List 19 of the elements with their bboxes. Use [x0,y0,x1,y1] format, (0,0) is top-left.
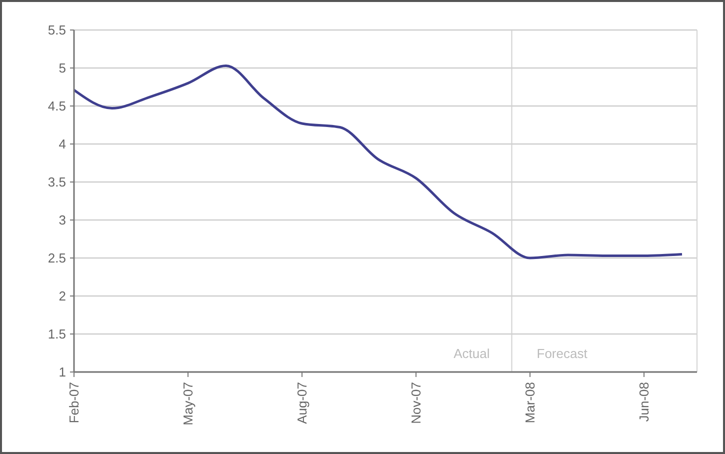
x-tick-label: Nov-07 [408,382,424,424]
y-tick-label: 4.5 [48,98,66,114]
y-tick-label: 1.5 [48,326,66,342]
line-series [72,64,684,260]
y-tick-label: 2.5 [48,250,66,266]
y-tick-label: 5 [58,60,66,76]
annotation: Forecast [536,346,588,361]
y-tick-label: 1 [58,364,66,380]
y-tick-label: 4 [58,136,66,152]
x-tick-label: Aug-07 [294,382,310,424]
y-tick-label: 2 [58,288,66,304]
x-tick-label: Jun-08 [636,382,652,422]
y-tick-label: 3 [58,212,66,228]
x-tick-label: Mar-08 [522,382,538,424]
x-tick-label: Feb-07 [66,382,82,424]
annotation: Actual [454,346,490,361]
y-tick-label: 5.5 [48,22,66,38]
x-tick-label: May-07 [180,382,196,426]
y-tick-label: 3.5 [48,174,66,190]
